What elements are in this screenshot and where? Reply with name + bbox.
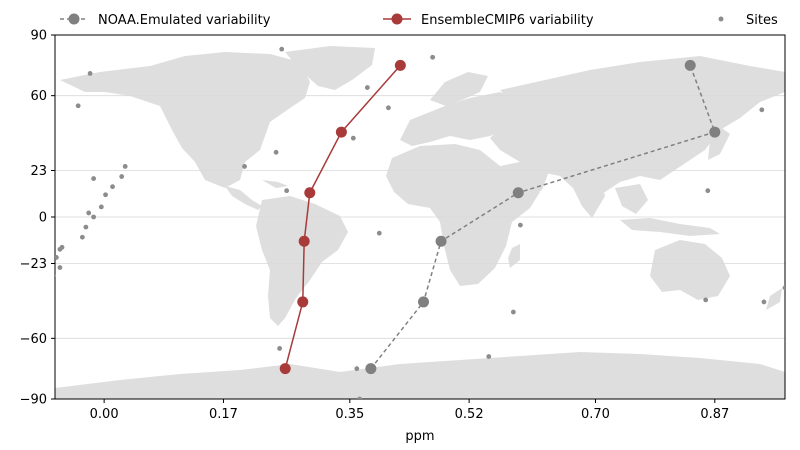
ensemble-line [284,64,401,369]
site-point [86,210,92,216]
site-point [55,274,56,277]
noaa-line [370,65,716,370]
y-tick-label: 60 [30,89,47,104]
legend-item-sites: Sites [718,13,778,28]
y-axis: 90 60 23 0 −23 −60 −90 [20,29,55,408]
site-point [376,230,382,236]
land-north-america [60,52,310,188]
site-point [75,103,81,109]
site-point [57,265,63,270]
land-australia [650,240,730,300]
noaa-point [512,187,524,199]
x-tick-label: 0.52 [455,407,484,422]
site-point [510,309,516,315]
land-greenland [285,46,375,90]
noaa-point [435,235,447,247]
site-point [350,135,356,141]
legend-item-noaa: NOAA.Emulated variability [60,13,271,28]
land-antarctica [55,352,785,399]
land-japan [708,128,730,160]
y-tick-label: −23 [20,257,47,272]
site-point [83,224,89,230]
land-arctic-islands [170,55,262,68]
legend-item-ensemble: EnsembleCMIP6 variability [383,13,594,28]
site-point [761,299,767,305]
land-africa [386,144,540,286]
site-point [430,54,436,60]
land-europe [400,92,520,146]
site-point [279,46,285,52]
y-tick-label: 23 [30,164,47,179]
site-point [91,214,97,220]
x-tick-label: 0.35 [335,407,364,422]
site-point [386,105,391,111]
site-point [57,246,63,252]
ensemble-point [297,296,309,308]
site-point [119,174,125,179]
legend: NOAA.Emulated variability EnsembleCMIP6 … [60,13,778,28]
land-south-america [256,196,348,326]
site-point [277,346,283,351]
site-point [517,222,523,228]
site-point [486,354,492,359]
site-point [364,85,370,90]
y-tick-label: 0 [39,211,47,226]
world-map-background [55,46,785,399]
x-axis-label: ppm [405,429,434,444]
markers-layer [279,59,721,375]
site-point [55,255,59,260]
site-point [273,149,279,155]
y-tick-label: −90 [20,393,47,408]
site-point [98,204,104,210]
ensemble-point [304,187,316,199]
ensemble-point [394,59,406,71]
noaa-point [365,363,377,375]
x-tick-label: 0.17 [209,407,238,422]
y-tick-label: −60 [20,332,47,347]
site-point [703,297,709,303]
site-point [242,164,247,169]
x-tick-label: 0.00 [90,407,119,422]
y-tick-label: 90 [30,29,47,44]
x-tick-label: 0.87 [700,407,729,422]
site-point [46,156,51,161]
x-axis: 0.00 0.17 0.35 0.52 0.70 0.87 [90,399,729,422]
site-point [110,184,115,190]
land-arabia [500,160,548,198]
site-point [79,234,85,240]
site-point [705,188,711,194]
land-caribbean [262,180,288,188]
site-point [103,192,108,198]
land-southeast-asia [615,184,648,214]
land-scandinavia [430,72,488,106]
site-point [284,188,290,194]
noaa-point [684,59,696,71]
ensemble-point [279,363,291,375]
land-asia [490,56,785,200]
legend-label-ensemble: EnsembleCMIP6 variability [421,13,594,28]
land-madagascar [508,244,520,268]
land-india [570,176,605,218]
site-point [357,396,363,399]
legend-label-sites: Sites [746,13,778,28]
series-layer [46,46,785,399]
x-tick-label: 0.70 [581,407,610,422]
site-point [782,285,785,291]
site-point [759,107,765,113]
noaa-point [709,126,721,138]
site-point [354,366,360,372]
land-central-america [225,186,262,210]
site-point [87,71,93,76]
legend-label-noaa: NOAA.Emulated variability [98,13,271,28]
land-indonesia [620,218,720,236]
land-new-zealand [766,288,782,310]
site-point [91,176,97,181]
ensemble-point [335,126,347,138]
noaa-point [418,296,430,308]
site-point [122,164,128,169]
ensemble-point [298,235,310,247]
